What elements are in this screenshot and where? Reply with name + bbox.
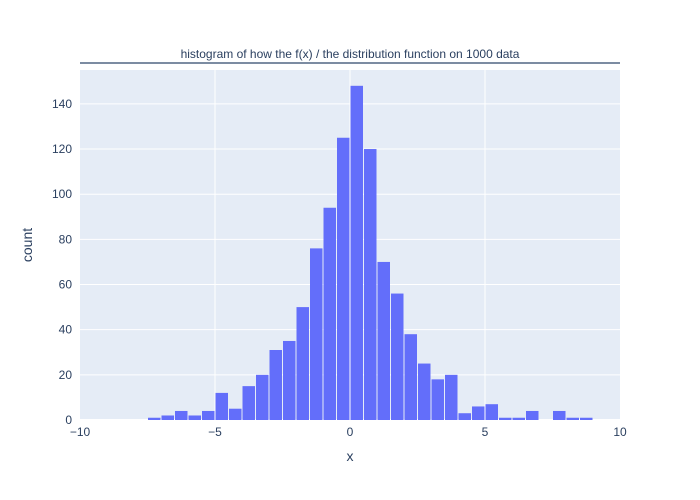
histogram-bar [188,415,201,420]
chart-title: histogram of how the f(x) / the distribu… [181,47,520,61]
x-tick-label: 0 [347,425,354,439]
histogram-bar [431,379,444,420]
y-axis-ticks: 0 20 40 60 80 100 120 140 [52,97,72,427]
histogram-bar [472,406,485,420]
histogram-bar [580,417,593,420]
histogram-bar [161,415,174,420]
histogram-bar [404,334,417,420]
x-axis-title: x [347,448,354,464]
x-axis-ticks: −10 −5 0 5 10 [70,425,627,439]
histogram-bar [499,417,512,420]
y-tick-label: 20 [59,368,73,382]
histogram-bar [215,392,228,420]
histogram-bar [364,149,377,420]
y-tick-label: 80 [59,232,73,246]
y-tick-label: 60 [59,278,73,292]
histogram-bar [566,417,579,420]
y-tick-label: 40 [59,323,73,337]
histogram-bar [256,374,269,420]
histogram-bar [269,350,282,420]
histogram-bar [229,408,242,420]
histogram-bar [296,307,309,420]
x-tick-label: −10 [70,425,91,439]
histogram-bar [175,410,188,420]
histogram-bar [485,404,498,420]
histogram-bar [377,261,390,420]
histogram-bar [526,410,539,420]
histogram-bar [310,248,323,420]
histogram-bar [458,413,471,420]
x-tick-label: 10 [613,425,627,439]
x-tick-label: −5 [208,425,222,439]
histogram-bar [337,137,350,420]
histogram-bar [202,410,215,420]
histogram-bar [512,417,525,420]
histogram-bar [445,374,458,420]
y-tick-label: 140 [52,97,72,111]
histogram-bar [242,386,255,420]
histogram-bar [418,363,431,420]
y-tick-label: 120 [52,142,72,156]
histogram-bar [553,410,566,420]
histogram-bar [283,340,296,420]
histogram-bar [323,207,336,420]
histogram-bar [391,293,404,420]
x-tick-label: 5 [482,425,489,439]
histogram-bar [148,417,161,420]
y-axis-title: count [19,228,35,262]
histogram-bar [350,85,363,420]
bars [148,85,593,420]
y-tick-label: 100 [52,187,72,201]
y-tick-label: 0 [65,413,72,427]
